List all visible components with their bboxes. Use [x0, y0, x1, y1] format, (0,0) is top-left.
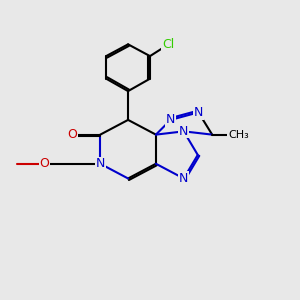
- Text: O: O: [68, 128, 77, 141]
- Text: N: N: [179, 172, 188, 185]
- Text: O: O: [40, 157, 50, 170]
- Text: N: N: [179, 125, 188, 138]
- Text: N: N: [166, 113, 175, 126]
- Text: CH₃: CH₃: [228, 130, 249, 140]
- Text: N: N: [96, 157, 105, 170]
- Text: Cl: Cl: [162, 38, 174, 51]
- Text: N: N: [194, 106, 203, 119]
